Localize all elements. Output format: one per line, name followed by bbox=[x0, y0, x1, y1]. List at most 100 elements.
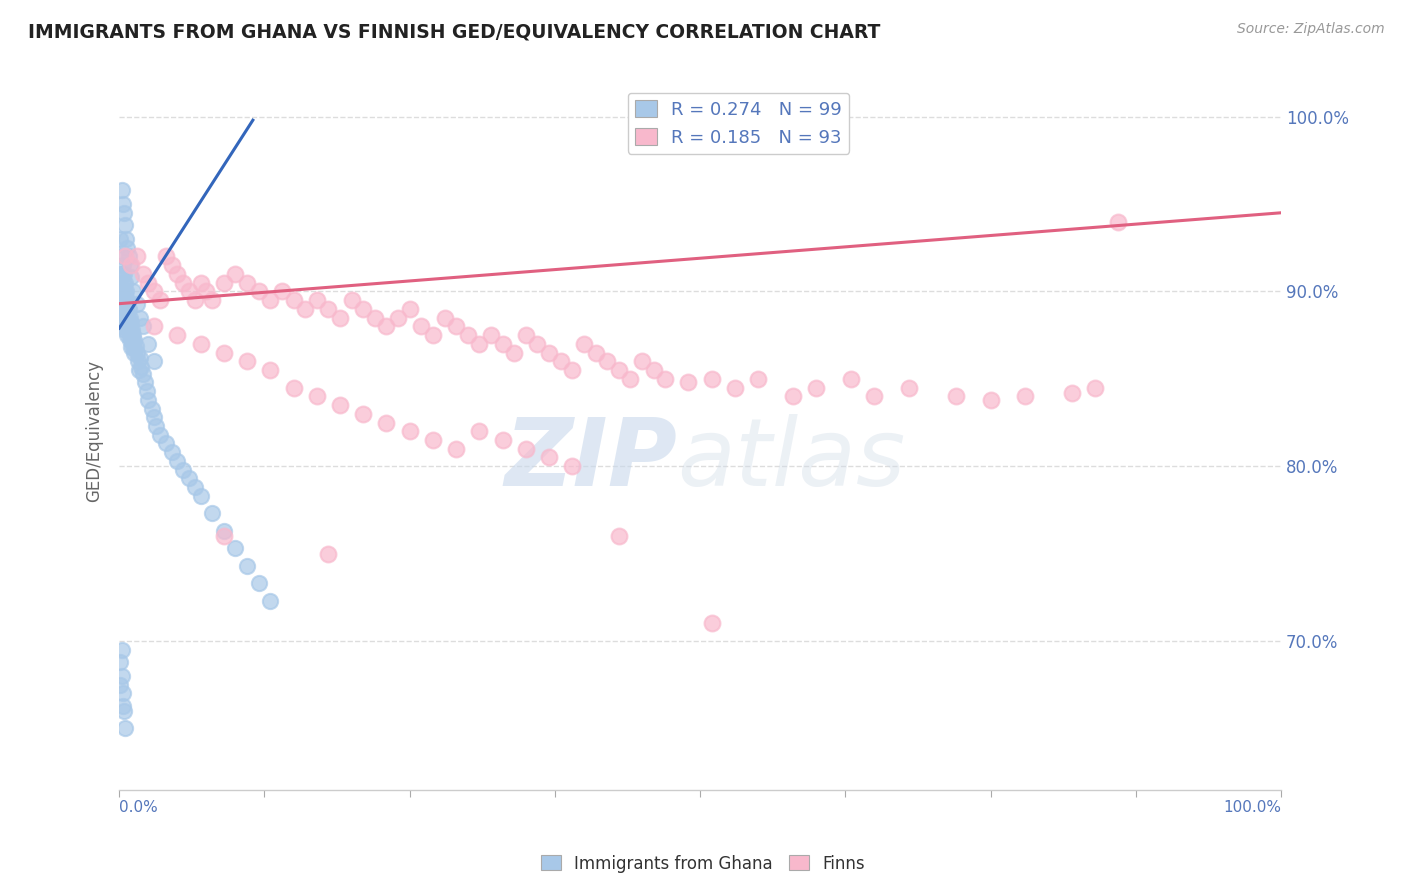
Point bbox=[155, 436, 177, 450]
Point bbox=[114, 276, 136, 290]
Point bbox=[172, 463, 194, 477]
Point bbox=[111, 686, 134, 700]
Point bbox=[468, 424, 491, 438]
Point bbox=[155, 250, 177, 264]
Legend: Immigrants from Ghana, Finns: Immigrants from Ghana, Finns bbox=[534, 848, 872, 880]
Point bbox=[160, 445, 183, 459]
Point bbox=[352, 407, 374, 421]
Point bbox=[538, 345, 561, 359]
Point bbox=[259, 363, 281, 377]
Point bbox=[515, 442, 537, 456]
Point bbox=[111, 285, 134, 299]
Point bbox=[118, 323, 141, 337]
Point bbox=[190, 336, 212, 351]
Point bbox=[117, 325, 139, 339]
Point bbox=[129, 310, 152, 325]
Point bbox=[111, 698, 134, 713]
Point bbox=[110, 669, 132, 683]
Point bbox=[143, 354, 166, 368]
Point bbox=[128, 363, 150, 377]
Point bbox=[110, 267, 132, 281]
Point bbox=[111, 293, 134, 308]
Point bbox=[160, 258, 183, 272]
Point bbox=[318, 301, 340, 316]
Point bbox=[114, 298, 136, 312]
Legend: R = 0.274   N = 99, R = 0.185   N = 93: R = 0.274 N = 99, R = 0.185 N = 93 bbox=[628, 93, 849, 153]
Point bbox=[184, 480, 207, 494]
Point bbox=[177, 471, 200, 485]
Point bbox=[398, 424, 420, 438]
Point bbox=[236, 558, 259, 573]
Point bbox=[114, 218, 136, 232]
Point bbox=[112, 267, 135, 281]
Point bbox=[782, 389, 804, 403]
Point bbox=[444, 319, 467, 334]
Point bbox=[111, 276, 134, 290]
Text: 0.0%: 0.0% bbox=[120, 800, 157, 815]
Point bbox=[294, 301, 316, 316]
Point bbox=[131, 359, 153, 374]
Point bbox=[491, 433, 513, 447]
Point bbox=[112, 305, 135, 319]
Point bbox=[124, 345, 146, 359]
Point bbox=[398, 301, 420, 316]
Point bbox=[201, 507, 224, 521]
Point bbox=[212, 529, 235, 543]
Point bbox=[166, 267, 188, 281]
Point bbox=[318, 547, 340, 561]
Point bbox=[224, 267, 246, 281]
Point bbox=[120, 340, 142, 354]
Point bbox=[654, 372, 676, 386]
Point bbox=[1084, 380, 1107, 394]
Point bbox=[411, 319, 433, 334]
Point bbox=[121, 323, 143, 337]
Point bbox=[114, 310, 136, 325]
Point bbox=[110, 678, 132, 692]
Point bbox=[444, 442, 467, 456]
Point bbox=[143, 285, 166, 299]
Point bbox=[898, 380, 921, 394]
Point bbox=[190, 276, 212, 290]
Point bbox=[724, 380, 747, 394]
Point bbox=[247, 285, 270, 299]
Point bbox=[422, 433, 444, 447]
Point bbox=[283, 380, 305, 394]
Point bbox=[468, 336, 491, 351]
Point bbox=[110, 301, 132, 316]
Point bbox=[111, 197, 134, 211]
Y-axis label: GED/Equivalency: GED/Equivalency bbox=[86, 360, 103, 502]
Point bbox=[863, 389, 886, 403]
Point bbox=[212, 276, 235, 290]
Point bbox=[110, 183, 132, 197]
Point bbox=[201, 293, 224, 308]
Point bbox=[607, 363, 630, 377]
Point bbox=[110, 310, 132, 325]
Point bbox=[1107, 214, 1129, 228]
Point bbox=[117, 316, 139, 330]
Point bbox=[110, 285, 132, 299]
Point bbox=[120, 316, 142, 330]
Point bbox=[375, 319, 398, 334]
Text: Source: ZipAtlas.com: Source: ZipAtlas.com bbox=[1237, 22, 1385, 37]
Point bbox=[110, 293, 132, 308]
Point bbox=[190, 489, 212, 503]
Point bbox=[340, 293, 363, 308]
Point bbox=[112, 285, 135, 299]
Text: ZIP: ZIP bbox=[503, 414, 676, 506]
Point bbox=[117, 301, 139, 316]
Point bbox=[387, 310, 409, 325]
Point bbox=[131, 319, 153, 334]
Point bbox=[110, 319, 132, 334]
Point bbox=[224, 541, 246, 556]
Point bbox=[115, 296, 138, 310]
Text: atlas: atlas bbox=[676, 415, 905, 506]
Point bbox=[212, 345, 235, 359]
Point bbox=[479, 328, 502, 343]
Point bbox=[136, 336, 159, 351]
Point bbox=[149, 293, 172, 308]
Point bbox=[259, 293, 281, 308]
Point bbox=[375, 416, 398, 430]
Point bbox=[136, 392, 159, 407]
Point bbox=[561, 363, 583, 377]
Point bbox=[572, 336, 595, 351]
